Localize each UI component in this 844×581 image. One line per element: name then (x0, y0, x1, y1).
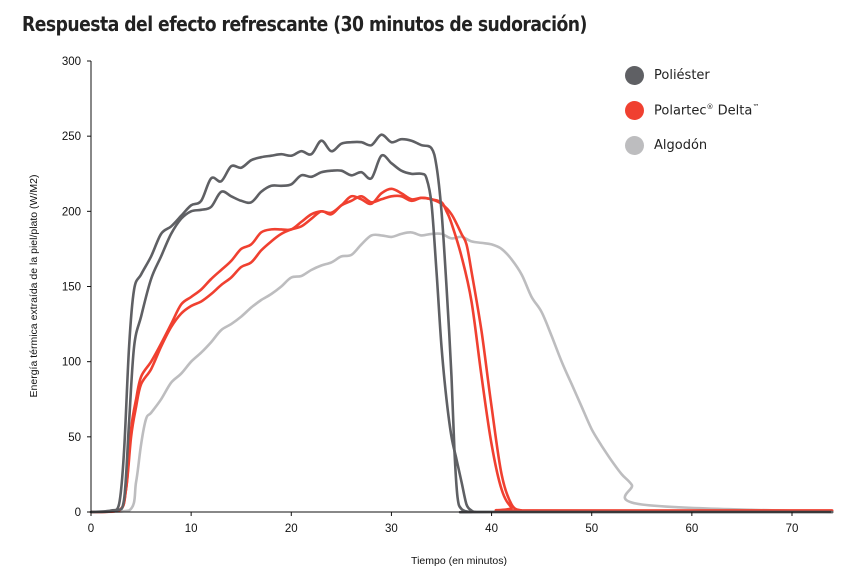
trademark-mark: ™ (752, 102, 760, 111)
legend-label-product: Delta (713, 103, 753, 119)
y-tick-label: 200 (62, 206, 81, 218)
x-tick-label: 60 (685, 523, 698, 535)
legend-item-poliester[interactable]: Poliéster (625, 58, 759, 93)
series-line-polartec-delta-2 (89, 194, 834, 514)
series-layer (89, 133, 834, 514)
x-tick-label: 40 (485, 523, 498, 535)
y-tick-label: 150 (62, 282, 81, 294)
x-tick-label: 20 (285, 523, 298, 535)
legend-swatch-icon (625, 136, 644, 155)
x-tick-label: 10 (185, 523, 198, 535)
series-line-algod-n (89, 231, 834, 514)
legend-item-algodon[interactable]: Algodón (625, 128, 759, 163)
registered-mark: ® (706, 102, 714, 111)
y-tick-label: 0 (75, 507, 81, 519)
legend: Poliéster Polartec® Delta™ Algodón (625, 58, 759, 163)
legend-label: Polartec® Delta™ (654, 103, 759, 118)
axes-layer: 0 50 100 150 200 250 300 0 10 20 30 40 50 60 70 (62, 56, 831, 535)
legend-label: Poliéster (654, 68, 710, 83)
legend-label: Algodón (654, 138, 708, 153)
legend-swatch-icon (625, 101, 644, 120)
legend-item-polartec-delta[interactable]: Polartec® Delta™ (625, 93, 759, 128)
x-tick-label: 30 (385, 523, 398, 535)
y-tick-label: 50 (68, 432, 81, 444)
series-line-poli-ster-1 (89, 133, 834, 514)
y-tick-label: 250 (62, 131, 81, 143)
legend-swatch-icon (625, 66, 644, 85)
y-tick-label: 100 (62, 357, 81, 369)
x-tick-label: 50 (585, 523, 598, 535)
x-tick-label: 70 (786, 523, 799, 535)
legend-label-brand: Polartec (654, 103, 707, 119)
y-tick-label: 300 (62, 56, 81, 68)
x-tick-label: 0 (88, 523, 94, 535)
chart-title: Respuesta del efecto refrescante (30 min… (22, 12, 587, 36)
series-line-poli-ster-2 (89, 153, 834, 514)
y-axis-label: Energía térmica extraída de la piel/plat… (28, 175, 40, 398)
x-axis-label: Tiempo (en minutos) (411, 555, 507, 567)
